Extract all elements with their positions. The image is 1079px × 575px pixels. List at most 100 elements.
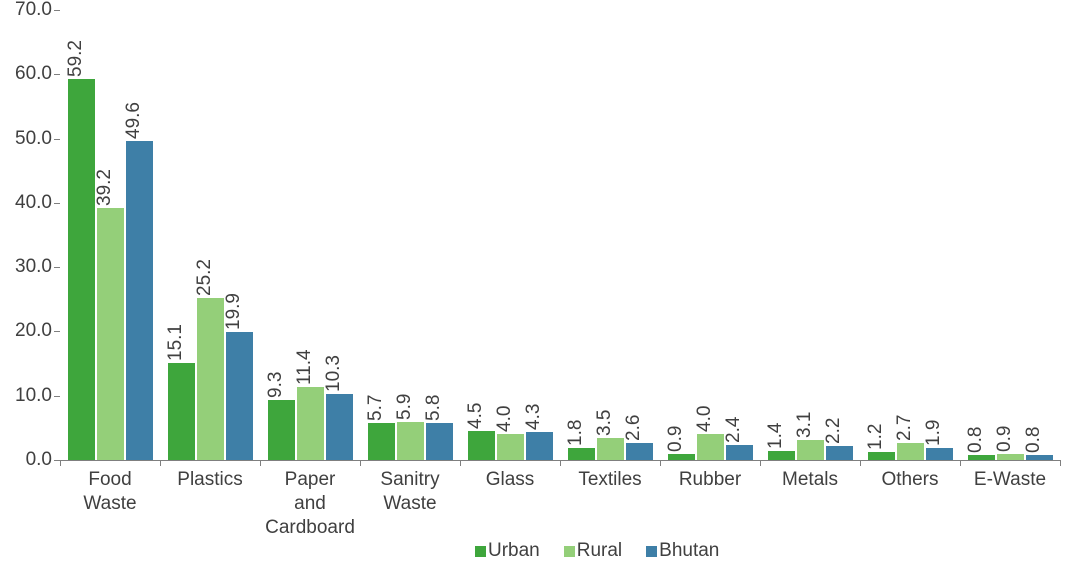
bar: 19.9 [226, 332, 253, 460]
bar: 59.2 [68, 79, 95, 460]
bar: 0.8 [968, 455, 995, 460]
x-tick-mark [860, 460, 861, 466]
bar: 0.8 [1026, 455, 1053, 460]
bar: 3.1 [797, 440, 824, 460]
bar-value-label: 2.7 [894, 414, 916, 440]
y-tick-mark [54, 203, 60, 204]
category-group: 5.75.95.8 [368, 422, 453, 460]
bar-value-label: 2.4 [723, 416, 745, 442]
legend-item: Bhutan [646, 540, 719, 562]
bar: 0.9 [997, 454, 1024, 460]
bar-value-label: 4.3 [523, 404, 545, 430]
bar: 10.3 [326, 394, 353, 460]
category-label: Sanitry Waste [380, 468, 439, 516]
y-tick-label: 40.0 [15, 192, 52, 214]
category-label: Textiles [578, 468, 641, 492]
bar-value-label: 5.7 [365, 395, 387, 421]
bar: 0.9 [668, 454, 695, 460]
category-group: 59.239.249.6 [68, 79, 153, 460]
x-tick-mark [1060, 460, 1061, 466]
bar-value-label: 2.2 [823, 417, 845, 443]
legend-label: Rural [577, 540, 622, 562]
category-label: Others [881, 468, 938, 492]
x-tick-mark [660, 460, 661, 466]
bar-value-label: 2.6 [623, 415, 645, 441]
x-tick-mark [460, 460, 461, 466]
y-tick-mark [54, 396, 60, 397]
y-tick-mark [54, 10, 60, 11]
bar-value-label: 5.8 [423, 394, 445, 420]
bar: 2.6 [626, 443, 653, 460]
y-tick-mark [54, 139, 60, 140]
x-tick-mark [560, 460, 561, 466]
y-tick-mark [54, 74, 60, 75]
y-tick-mark [54, 267, 60, 268]
bar-value-label: 1.9 [923, 419, 945, 445]
bar-value-label: 39.2 [94, 169, 116, 206]
bar-value-label: 0.8 [1023, 426, 1045, 452]
bar-value-label: 0.9 [994, 426, 1016, 452]
category-group: 1.22.71.9 [868, 443, 953, 460]
bar: 39.2 [97, 208, 124, 460]
legend-item: Urban [475, 540, 540, 562]
y-tick-label: 60.0 [15, 63, 52, 85]
bar: 49.6 [126, 141, 153, 460]
bar-value-label: 11.4 [294, 349, 316, 385]
category-group: 1.83.52.6 [568, 438, 653, 461]
x-tick-mark [160, 460, 161, 466]
bar: 4.5 [468, 431, 495, 460]
category-group: 4.54.04.3 [468, 431, 553, 460]
category-label: Food Waste [83, 468, 136, 516]
bar-value-label: 0.9 [665, 426, 687, 452]
category-group: 0.80.90.8 [968, 454, 1053, 460]
bar: 1.8 [568, 448, 595, 460]
y-tick-label: 10.0 [15, 385, 52, 407]
bar: 1.2 [868, 452, 895, 460]
bar-value-label: 49.6 [123, 102, 145, 139]
category-label: Metals [782, 468, 838, 492]
category-label: Rubber [679, 468, 741, 492]
bar-value-label: 5.9 [394, 394, 416, 420]
category-label: Glass [486, 468, 535, 492]
bar: 9.3 [268, 400, 295, 460]
bar: 1.9 [926, 448, 953, 460]
legend-label: Urban [488, 540, 540, 562]
bar: 2.2 [826, 446, 853, 460]
bar-value-label: 1.2 [865, 424, 887, 450]
bar: 15.1 [168, 363, 195, 460]
bar-value-label: 1.4 [765, 423, 787, 449]
bar: 5.7 [368, 423, 395, 460]
y-tick-mark [54, 331, 60, 332]
plot-area: 0.010.020.030.040.050.060.070.059.239.24… [60, 10, 1060, 461]
category-label: E-Waste [974, 468, 1046, 492]
bar: 5.8 [426, 423, 453, 460]
waste-composition-chart: 0.010.020.030.040.050.060.070.059.239.24… [0, 0, 1079, 575]
bar-value-label: 3.5 [594, 409, 616, 435]
legend: Urban Rural Bhutan [475, 540, 719, 562]
bar-value-label: 4.0 [494, 406, 516, 432]
x-tick-mark [260, 460, 261, 466]
bar: 2.4 [726, 445, 753, 460]
bar-value-label: 1.8 [565, 420, 587, 446]
bar: 5.9 [397, 422, 424, 460]
bar-value-label: 15.1 [165, 324, 187, 361]
category-group: 9.311.410.3 [268, 387, 353, 460]
legend-swatch [475, 546, 486, 557]
category-group: 1.43.12.2 [768, 440, 853, 460]
bar-value-label: 4.5 [465, 403, 487, 429]
bar-value-label: 9.3 [265, 372, 287, 398]
category-label: Plastics [177, 468, 242, 492]
x-tick-mark [960, 460, 961, 466]
bar-value-label: 4.0 [694, 406, 716, 432]
bar: 2.7 [897, 443, 924, 460]
legend-swatch [646, 546, 657, 557]
bar-value-label: 10.3 [323, 355, 345, 392]
y-tick-label: 50.0 [15, 128, 52, 150]
y-tick-label: 20.0 [15, 320, 52, 342]
y-tick-label: 70.0 [15, 0, 52, 21]
bar: 4.3 [526, 432, 553, 460]
bar: 25.2 [197, 298, 224, 460]
bar: 4.0 [697, 434, 724, 460]
legend-item: Rural [564, 540, 622, 562]
bar: 11.4 [297, 387, 324, 460]
